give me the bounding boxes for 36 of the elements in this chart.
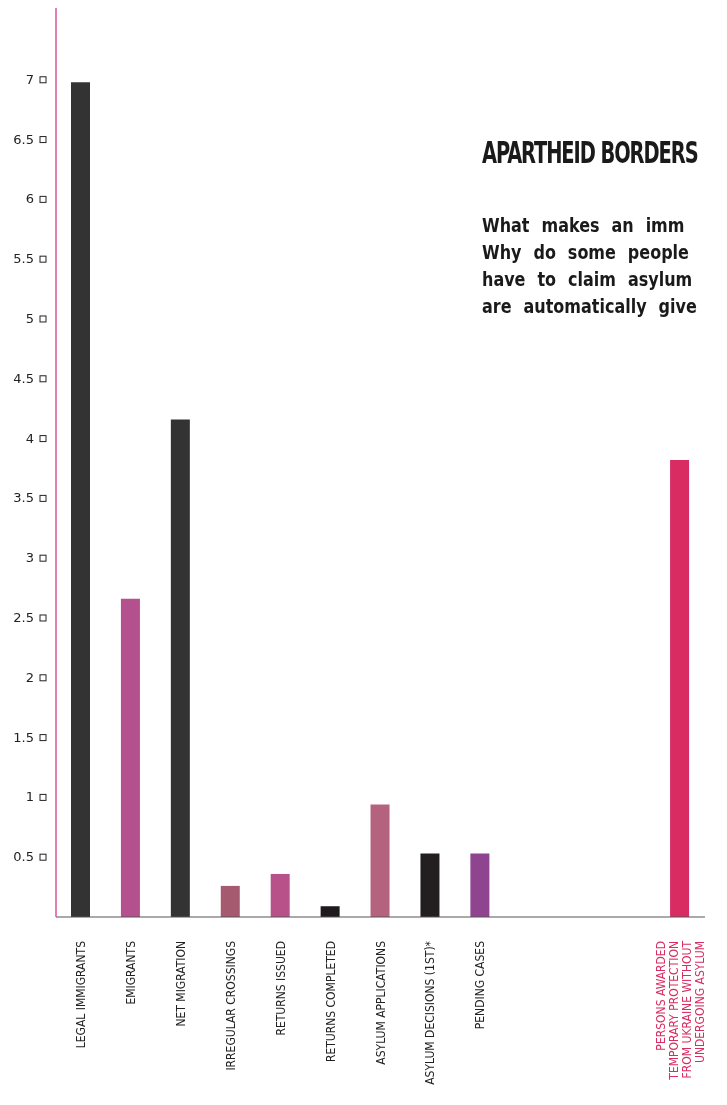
bar — [420, 853, 440, 917]
x-tick-label: PERSONS AWARDED TEMPORARY PROTECTION FROM UKRAINE WITHOUT UNDERGOING ASYLUM — [653, 940, 707, 1081]
x-tick-label: PENDING CASES — [473, 940, 488, 1030]
y-tick-label: 2 — [25, 669, 34, 685]
y-tick-label: 7 — [25, 71, 34, 87]
y-tick-label: 1 — [25, 789, 34, 805]
y-tick-label: 4 — [25, 430, 34, 446]
y-tick-label: 2.5 — [13, 609, 34, 625]
bar — [120, 598, 140, 917]
x-tick-label: RETURNS COMPLETED — [323, 941, 338, 1063]
y-tick-label: 0.5 — [13, 849, 34, 865]
bar — [71, 82, 90, 917]
bar — [270, 873, 290, 917]
bar — [370, 804, 390, 917]
y-tick-label: 5 — [25, 310, 34, 326]
x-tick-label: NET MIGRATION — [173, 941, 188, 1027]
x-tick-label: LEGAL IMMIGRANTS — [73, 940, 88, 1049]
y-tick-label: 6 — [25, 191, 34, 207]
bar — [220, 885, 240, 917]
x-tick-label: EMIGRANTS — [123, 940, 138, 1005]
text: APARTHEID BORDERS — [482, 135, 698, 170]
y-tick-label: 3.5 — [13, 490, 34, 506]
y-tick-label: 6.5 — [13, 131, 34, 147]
y-tick-label: 5.5 — [13, 251, 34, 267]
text: What makes an imm Why do some people have to claim asylum are automatically give — [482, 212, 698, 320]
x-tick-label: RETURNS ISSUED — [273, 941, 288, 1036]
y-tick-label: 4.5 — [13, 370, 34, 386]
bar — [670, 460, 690, 917]
bar — [470, 853, 490, 917]
bar — [320, 906, 340, 917]
x-tick-label: ASYLUM DECISIONS (1ST)* — [423, 940, 438, 1085]
x-tick-label: ASYLUM APPLICATIONS — [373, 940, 388, 1065]
x-tick-label: IRREGULAR CROSSINGS — [223, 940, 238, 1071]
y-tick-label: 1.5 — [13, 729, 34, 745]
y-tick-label: 3 — [25, 550, 34, 566]
bar — [170, 419, 190, 917]
